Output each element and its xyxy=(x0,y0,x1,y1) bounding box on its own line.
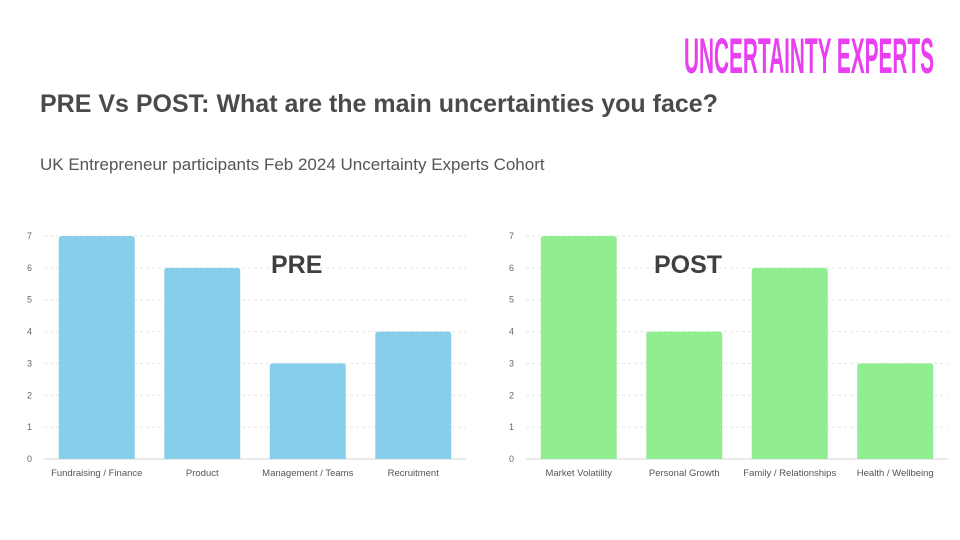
post-category-label: Family / Relationships xyxy=(743,468,836,479)
pre-y-tick-label: 0 xyxy=(27,454,32,464)
post-y-tick-label: 1 xyxy=(509,422,514,432)
post-bar-chart: 0 1 2 3 4 5 6 7 Market Volatility Personal Growth… xyxy=(502,218,952,488)
pre-category-label: Recruitment xyxy=(388,468,440,479)
pre-bar-4 xyxy=(375,331,452,459)
pre-category-label: Product xyxy=(186,468,219,479)
pre-y-tick-label: 2 xyxy=(27,390,32,400)
post-y-tick-label: 6 xyxy=(509,263,514,273)
post-category-label: Health / Wellbeing xyxy=(857,468,934,479)
post-chart-svg: 0 1 2 3 4 5 6 7 Market Volatility Personal Growth… xyxy=(509,231,948,479)
pre-y-tick-label: 5 xyxy=(27,295,32,305)
post-y-tick-label: 7 xyxy=(509,231,514,241)
pre-y-tick-label: 3 xyxy=(27,358,32,368)
post-y-tick-label: 0 xyxy=(509,454,514,464)
pre-bar-1 xyxy=(58,236,135,459)
pre-chart-svg: 0 1 2 3 4 5 6 7 Fundraising / Finance Product Mana… xyxy=(27,231,466,479)
post-category-label: Personal Growth xyxy=(649,468,720,479)
slide-title: PRE Vs POST: What are the main uncertain… xyxy=(40,90,718,118)
svg-text:UNCERTAINTY EXPERTS: UNCERTAINTY EXPERTS xyxy=(684,28,934,78)
pre-chart-title: PRE xyxy=(271,251,322,279)
pre-y-tick-label: 4 xyxy=(27,327,32,337)
post-y-tick-label: 2 xyxy=(509,390,514,400)
pre-category-label: Management / Teams xyxy=(262,468,353,479)
pre-y-tick-label: 7 xyxy=(27,231,32,241)
pre-category-label: Fundraising / Finance xyxy=(51,468,142,479)
post-y-tick-label: 3 xyxy=(509,358,514,368)
post-bar-1 xyxy=(540,236,617,459)
post-bar-2 xyxy=(646,331,723,459)
brand-logo: UNCERTAINTY EXPERTS xyxy=(684,28,936,84)
pre-bar-chart: 0 1 2 3 4 5 6 7 Fundraising / Finance Product Mana… xyxy=(20,218,470,488)
post-chart-title: POST xyxy=(654,251,722,279)
post-bar-4 xyxy=(857,363,934,459)
slide-subtitle: UK Entrepreneur participants Feb 2024 Un… xyxy=(40,155,545,174)
post-y-tick-label: 5 xyxy=(509,295,514,305)
post-bar-3 xyxy=(751,267,828,459)
post-category-label: Market Volatility xyxy=(545,468,612,479)
pre-y-tick-label: 1 xyxy=(27,422,32,432)
pre-y-tick-label: 6 xyxy=(27,263,32,273)
post-y-tick-label: 4 xyxy=(509,327,514,337)
pre-bar-3 xyxy=(269,363,346,459)
pre-bar-2 xyxy=(164,267,241,459)
